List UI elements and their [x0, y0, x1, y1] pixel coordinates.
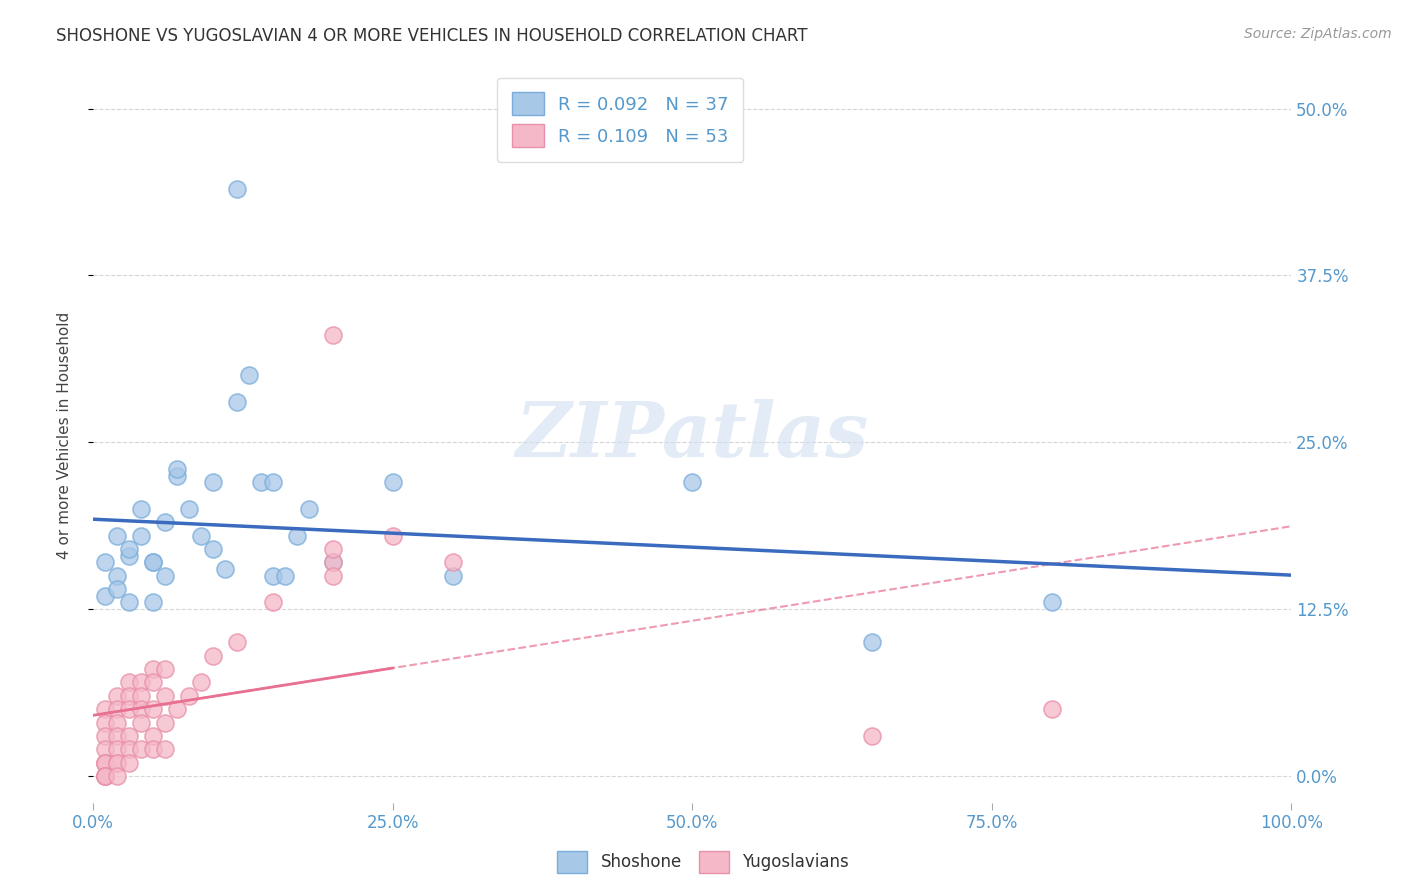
Point: [238, 368, 260, 383]
Point: [166, 468, 188, 483]
Point: [94, 555, 117, 569]
Point: [441, 568, 464, 582]
Point: [94, 756, 117, 770]
Point: [129, 502, 152, 516]
Point: [322, 568, 344, 582]
Point: [118, 541, 141, 556]
Point: [285, 529, 308, 543]
Point: [201, 475, 224, 490]
Point: [118, 729, 141, 743]
Point: [153, 568, 176, 582]
Point: [94, 756, 117, 770]
Point: [142, 702, 165, 716]
Point: [105, 756, 128, 770]
Point: [860, 729, 883, 743]
Point: [142, 675, 165, 690]
Point: [298, 502, 321, 516]
Point: [441, 555, 464, 569]
Point: [129, 675, 152, 690]
Point: [249, 475, 271, 490]
Point: [153, 516, 176, 530]
Text: ZIPatlas: ZIPatlas: [516, 399, 869, 473]
Point: [201, 541, 224, 556]
Point: [262, 475, 284, 490]
Point: [322, 328, 344, 343]
Point: [381, 475, 404, 490]
Point: [105, 582, 128, 596]
Point: [118, 595, 141, 609]
Point: [118, 756, 141, 770]
Legend: R = 0.092   N = 37, R = 0.109   N = 53: R = 0.092 N = 37, R = 0.109 N = 53: [498, 78, 744, 161]
Point: [105, 715, 128, 730]
Point: [105, 702, 128, 716]
Point: [129, 702, 152, 716]
Point: [118, 742, 141, 756]
Point: [322, 555, 344, 569]
Point: [118, 702, 141, 716]
Point: [142, 662, 165, 676]
Point: [190, 675, 212, 690]
Point: [142, 729, 165, 743]
Point: [94, 769, 117, 783]
Point: [129, 715, 152, 730]
Point: [105, 769, 128, 783]
Point: [153, 742, 176, 756]
Point: [166, 462, 188, 476]
Point: [142, 555, 165, 569]
Point: [94, 742, 117, 756]
Point: [129, 742, 152, 756]
Point: [118, 675, 141, 690]
Point: [1040, 702, 1063, 716]
Point: [274, 568, 297, 582]
Point: [105, 689, 128, 703]
Point: [860, 635, 883, 649]
Point: [381, 529, 404, 543]
Point: [177, 502, 200, 516]
Point: [129, 689, 152, 703]
Point: [94, 589, 117, 603]
Point: [262, 595, 284, 609]
Point: [94, 729, 117, 743]
Text: SHOSHONE VS YUGOSLAVIAN 4 OR MORE VEHICLES IN HOUSEHOLD CORRELATION CHART: SHOSHONE VS YUGOSLAVIAN 4 OR MORE VEHICL…: [56, 27, 807, 45]
Point: [118, 549, 141, 563]
Point: [94, 769, 117, 783]
Point: [105, 742, 128, 756]
Point: [201, 648, 224, 663]
Point: [681, 475, 703, 490]
Y-axis label: 4 or more Vehicles in Household: 4 or more Vehicles in Household: [58, 312, 72, 559]
Point: [214, 562, 236, 576]
Legend: Shoshone, Yugoslavians: Shoshone, Yugoslavians: [551, 845, 855, 880]
Point: [225, 395, 247, 409]
Point: [142, 555, 165, 569]
Point: [94, 702, 117, 716]
Point: [142, 595, 165, 609]
Text: Source: ZipAtlas.com: Source: ZipAtlas.com: [1244, 27, 1392, 41]
Point: [262, 568, 284, 582]
Point: [105, 529, 128, 543]
Point: [322, 541, 344, 556]
Point: [190, 529, 212, 543]
Point: [153, 689, 176, 703]
Point: [153, 662, 176, 676]
Point: [1040, 595, 1063, 609]
Point: [166, 702, 188, 716]
Point: [105, 568, 128, 582]
Point: [129, 529, 152, 543]
Point: [105, 729, 128, 743]
Point: [94, 715, 117, 730]
Point: [118, 689, 141, 703]
Point: [322, 555, 344, 569]
Point: [105, 756, 128, 770]
Point: [225, 635, 247, 649]
Point: [177, 689, 200, 703]
Point: [94, 756, 117, 770]
Point: [94, 769, 117, 783]
Point: [225, 181, 247, 195]
Point: [153, 715, 176, 730]
Point: [142, 742, 165, 756]
Point: [94, 769, 117, 783]
